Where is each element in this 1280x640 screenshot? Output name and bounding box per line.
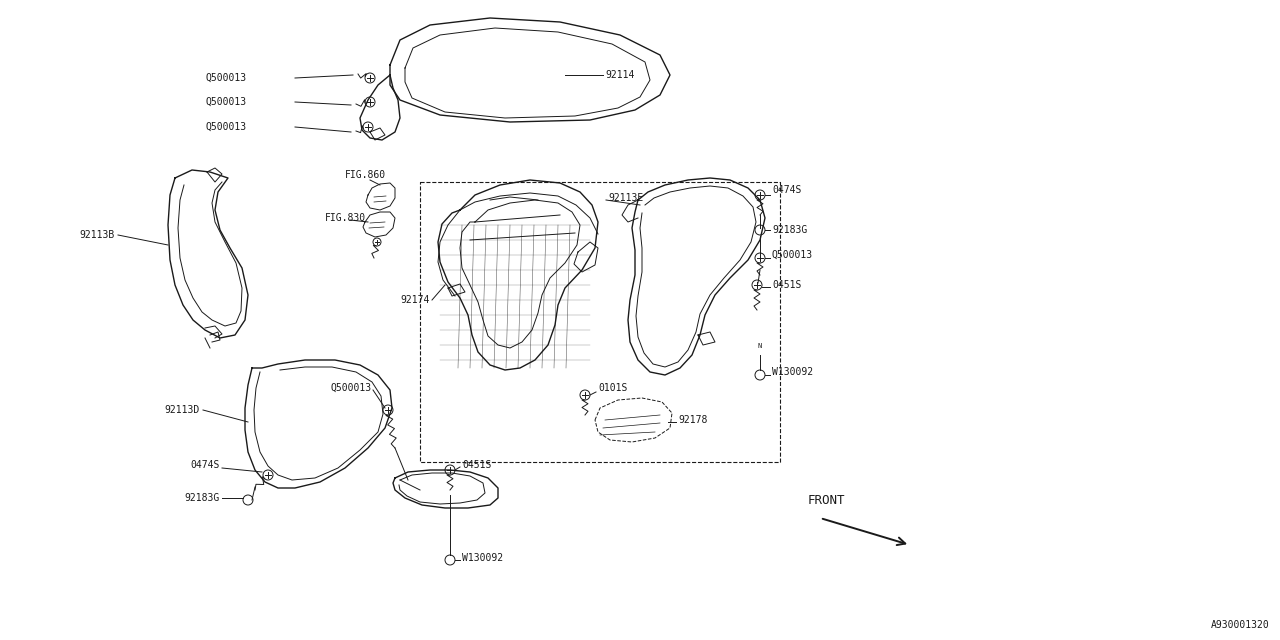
Text: FRONT: FRONT <box>808 493 846 506</box>
Text: 0451S: 0451S <box>772 280 801 290</box>
Text: 92178: 92178 <box>678 415 708 425</box>
Text: 92174: 92174 <box>401 295 430 305</box>
Text: Q500013: Q500013 <box>772 250 813 260</box>
Text: 92113B: 92113B <box>79 230 115 240</box>
Text: FIG.830: FIG.830 <box>325 213 366 223</box>
Text: FIG.860: FIG.860 <box>346 170 387 180</box>
Text: 92114: 92114 <box>605 70 635 80</box>
Text: Q500013: Q500013 <box>205 73 246 83</box>
Text: W130092: W130092 <box>462 553 503 563</box>
Text: Q500013: Q500013 <box>205 97 246 107</box>
Text: 0101S: 0101S <box>598 383 627 393</box>
Text: 92113E: 92113E <box>608 193 644 203</box>
Text: 0451S: 0451S <box>462 460 492 470</box>
Text: 0474S: 0474S <box>772 185 801 195</box>
Text: Q500013: Q500013 <box>330 383 372 393</box>
Text: Q500013: Q500013 <box>205 122 246 132</box>
Text: 92183G: 92183G <box>772 225 808 235</box>
Text: 92113D: 92113D <box>165 405 200 415</box>
Text: 92183G: 92183G <box>184 493 220 503</box>
Text: W130092: W130092 <box>772 367 813 377</box>
Text: 0474S: 0474S <box>191 460 220 470</box>
Text: N: N <box>758 343 762 349</box>
Text: A930001320: A930001320 <box>1211 620 1270 630</box>
Bar <box>420 182 780 462</box>
